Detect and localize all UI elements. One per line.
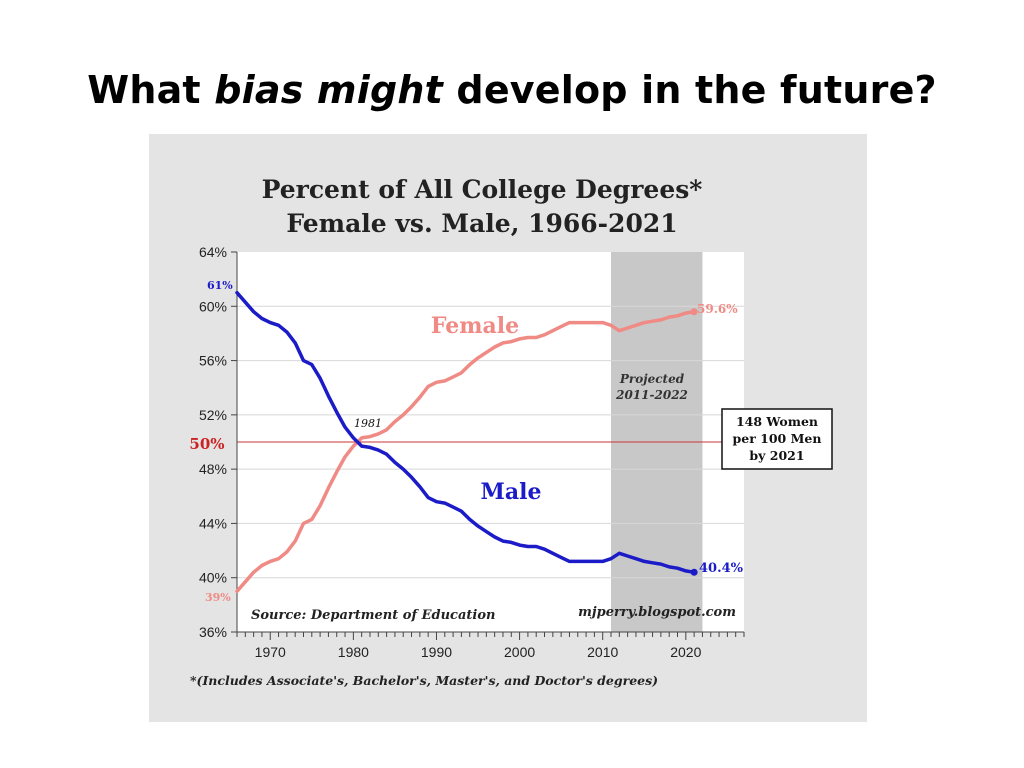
footnote: *(Includes Associate's, Bachelor's, Mast… — [190, 673, 658, 688]
series-end-point-female — [690, 308, 698, 316]
y-tick-label: 52% — [199, 407, 227, 423]
callout-line2: per 100 Men — [733, 431, 822, 446]
callout-line3: by 2021 — [749, 448, 804, 463]
y-tick-label: 40% — [199, 570, 227, 586]
reference-line-label: 50% — [189, 435, 224, 453]
slide-title-emphasis: bias might — [214, 68, 443, 112]
source-note: Source: Department of Education — [251, 608, 495, 623]
female-end-label: 59.6% — [697, 302, 738, 316]
x-tick-label: 2000 — [504, 644, 535, 660]
x-tick-label: 2010 — [587, 644, 618, 660]
y-tick-label: 60% — [199, 298, 227, 314]
axes: 36% 40% 44% 48% 52% 56% 60% 64% 1970 1980 1990 2000… — [199, 244, 745, 660]
crossover-label: 1981 — [354, 417, 382, 430]
series-line-female — [235, 309, 696, 594]
series-line-male — [235, 290, 696, 575]
y-tick-label: 48% — [199, 461, 227, 477]
female-series-label: Female — [431, 313, 519, 339]
x-tick-label: 1980 — [338, 644, 369, 660]
chart-subtitle: Female vs. Male, 1966-2021 — [286, 209, 677, 238]
chart-title: Percent of All College Degrees* — [262, 175, 703, 204]
y-tick-label: 56% — [199, 353, 227, 369]
series-layer — [235, 290, 698, 594]
y-tick-label: 36% — [199, 624, 227, 640]
x-tick-label: 1990 — [421, 644, 452, 660]
male-series-label: Male — [481, 479, 542, 505]
male-start-label: 61% — [207, 279, 233, 292]
projected-label-line1: Projected — [619, 372, 685, 386]
slide-title: What bias might develop in the future? — [0, 68, 1024, 112]
slide-title-part2: develop in the future? — [442, 68, 937, 112]
projected-label-line2: 2011-2022 — [615, 388, 688, 402]
male-end-label: 40.4% — [699, 561, 744, 576]
callout-box — [721, 408, 833, 470]
callout-line1: 148 Women — [736, 414, 818, 429]
series-end-point-male — [690, 568, 698, 576]
site-note: mjperry.blogspot.com — [578, 605, 736, 620]
y-tick-label: 64% — [199, 244, 227, 260]
slide-title-part1: What — [87, 68, 215, 112]
female-start-label: 39% — [205, 591, 231, 604]
x-tick-label: 2020 — [670, 644, 701, 660]
grid-lines — [237, 305, 744, 579]
y-tick-label: 44% — [199, 515, 227, 531]
x-tick-label: 1970 — [255, 644, 286, 660]
